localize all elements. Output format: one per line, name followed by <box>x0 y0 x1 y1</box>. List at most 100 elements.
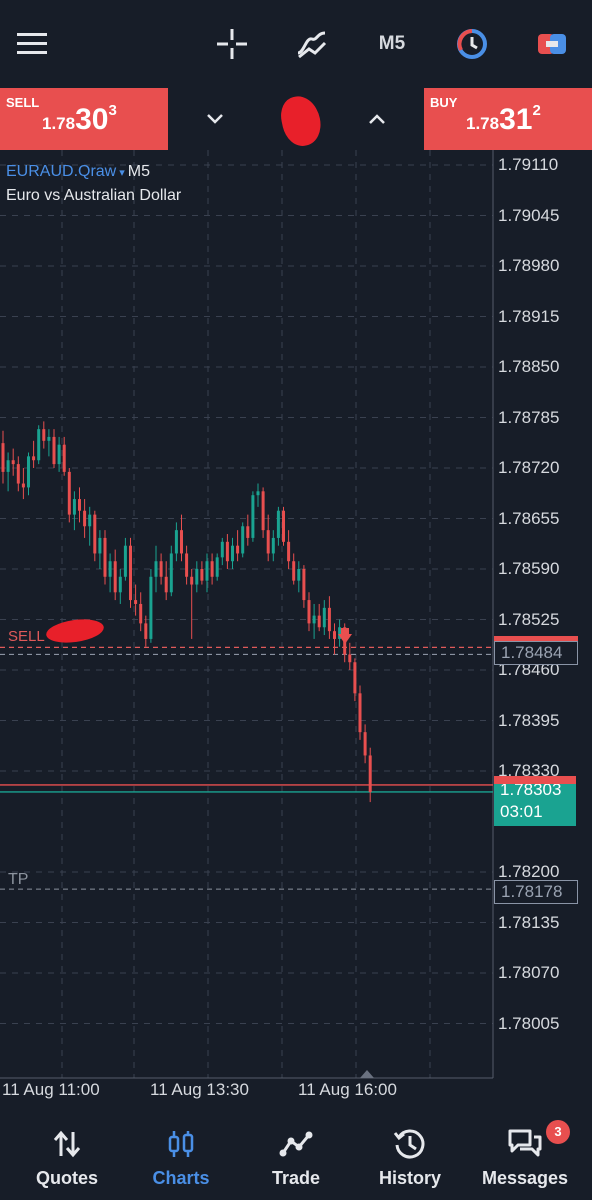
sell-order-label: SELL <box>8 628 45 645</box>
timeframe-button[interactable]: M5 <box>368 22 416 66</box>
bullish-candle <box>312 603 316 639</box>
bearish-candle <box>52 429 56 468</box>
chevron-down-icon <box>207 114 223 124</box>
sell-button[interactable]: SELL 1.78303 <box>0 88 168 150</box>
bearish-candle <box>358 685 362 740</box>
nav-quotes[interactable]: Quotes <box>8 1126 126 1196</box>
candle-body <box>241 526 245 554</box>
bearish-candle <box>287 530 291 569</box>
candle-body <box>200 569 204 581</box>
trade-line-icon <box>279 1131 313 1157</box>
candle-body <box>225 541 229 562</box>
bearish-candle <box>134 584 138 616</box>
bearish-candle <box>190 569 194 639</box>
sell-label: SELL <box>6 95 40 110</box>
candle-body <box>98 537 102 554</box>
bullish-candle <box>47 429 51 457</box>
take-profit-price-badge: 1.78178 <box>494 880 578 904</box>
candle-body <box>276 510 280 538</box>
y-axis-tick-label: 1.78655 <box>498 508 560 528</box>
y-axis-tick-label: 1.78395 <box>498 710 560 730</box>
candle-body <box>67 471 71 515</box>
bearish-candle <box>353 658 357 702</box>
y-axis-tick-label: 1.78785 <box>498 407 560 427</box>
nav-messages[interactable]: Messages 3 <box>466 1120 584 1196</box>
bearish-candle <box>368 747 372 803</box>
symbol-caret-icon[interactable]: ▾ <box>119 167 125 179</box>
candle-body <box>11 460 15 465</box>
increase-volume-button[interactable] <box>360 102 394 136</box>
candle-body <box>72 499 76 515</box>
nav-trade[interactable]: Trade <box>237 1126 355 1196</box>
symbol-name[interactable]: EURAUD.Qraw <box>6 163 117 180</box>
candle-body <box>292 561 296 581</box>
candle-body <box>37 429 41 461</box>
chart-area[interactable]: EURAUD.Qraw ▾ M5 Euro vs Australian Dollar… <box>0 150 592 1099</box>
crosshair-button[interactable] <box>210 22 254 66</box>
history-icon <box>393 1129 425 1159</box>
candle-body <box>93 514 97 554</box>
candle-body <box>368 755 372 792</box>
bullish-candle <box>149 569 153 643</box>
y-axis-tick-label: 1.78135 <box>498 912 560 932</box>
candle-body <box>113 561 117 593</box>
candle-body <box>164 576 168 593</box>
candle-body <box>123 545 127 577</box>
y-axis-tick-label: 1.78915 <box>498 306 560 326</box>
buy-button[interactable]: BUY 1.78312 <box>424 88 592 150</box>
bearish-candle <box>32 440 36 468</box>
candle-body <box>47 436 51 441</box>
menu-button[interactable] <box>10 22 54 66</box>
bearish-candle <box>180 514 183 562</box>
bullish-candle <box>88 506 92 546</box>
candle-body <box>62 444 66 472</box>
bearish-candle <box>266 514 270 562</box>
nav-charts[interactable]: Charts <box>122 1126 240 1196</box>
bullish-candle <box>6 452 10 492</box>
clock-button[interactable] <box>450 22 494 66</box>
candle-body <box>169 553 173 593</box>
crosshair-icon <box>217 29 247 59</box>
bullish-candle <box>251 491 255 542</box>
nav-history[interactable]: History <box>351 1126 469 1196</box>
candle-body <box>149 576 153 639</box>
nav-charts-label: Charts <box>152 1168 210 1188</box>
candle-body <box>307 600 311 624</box>
candle-body <box>129 545 132 601</box>
candle-body <box>83 510 87 527</box>
bearish-candle <box>16 456 20 492</box>
symbol-header[interactable]: EURAUD.Qraw ▾ M5 <box>6 163 150 181</box>
decrease-volume-button[interactable] <box>198 102 232 136</box>
chart-timeframe: M5 <box>127 163 150 180</box>
objects-button[interactable] <box>530 22 574 66</box>
candle-body <box>180 530 183 554</box>
candle-body <box>363 732 367 756</box>
bullish-candle <box>205 553 209 593</box>
candlestick-icon <box>168 1131 194 1157</box>
hamburger-icon <box>17 33 47 54</box>
volume-control <box>170 88 422 150</box>
bearish-candle <box>113 549 117 601</box>
bearish-candle <box>11 448 15 476</box>
trade-bar: SELL 1.78303 BUY 1.78312 <box>0 88 592 150</box>
symbol-description: Euro vs Australian Dollar <box>6 187 182 204</box>
candle-body <box>333 631 336 639</box>
bearish-candle <box>62 436 66 476</box>
take-profit-label: TP <box>8 871 29 888</box>
y-axis-tick-label: 1.78200 <box>498 862 560 881</box>
bottom-navigation: Quotes Charts Trade <box>0 1112 592 1200</box>
y-axis-tick-label: 1.79045 <box>498 205 560 225</box>
bullish-candle <box>37 425 41 465</box>
candle-body <box>118 576 122 593</box>
candle-body <box>220 541 224 558</box>
bullish-candle <box>57 436 61 472</box>
bearish-candle <box>139 592 143 632</box>
nav-messages-label: Messages <box>481 1168 569 1188</box>
candle-body <box>154 561 158 577</box>
y-axis-tick-label: 1.78525 <box>498 609 560 629</box>
price-chart[interactable] <box>0 150 592 1080</box>
bearish-candle <box>83 499 87 538</box>
indicators-button[interactable] <box>290 22 334 66</box>
candle-body <box>108 561 112 577</box>
candle-body <box>358 693 362 733</box>
